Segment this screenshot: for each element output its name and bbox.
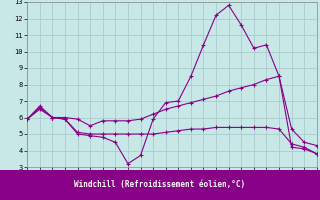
Text: Windchill (Refroidissement éolien,°C): Windchill (Refroidissement éolien,°C) bbox=[75, 180, 245, 190]
